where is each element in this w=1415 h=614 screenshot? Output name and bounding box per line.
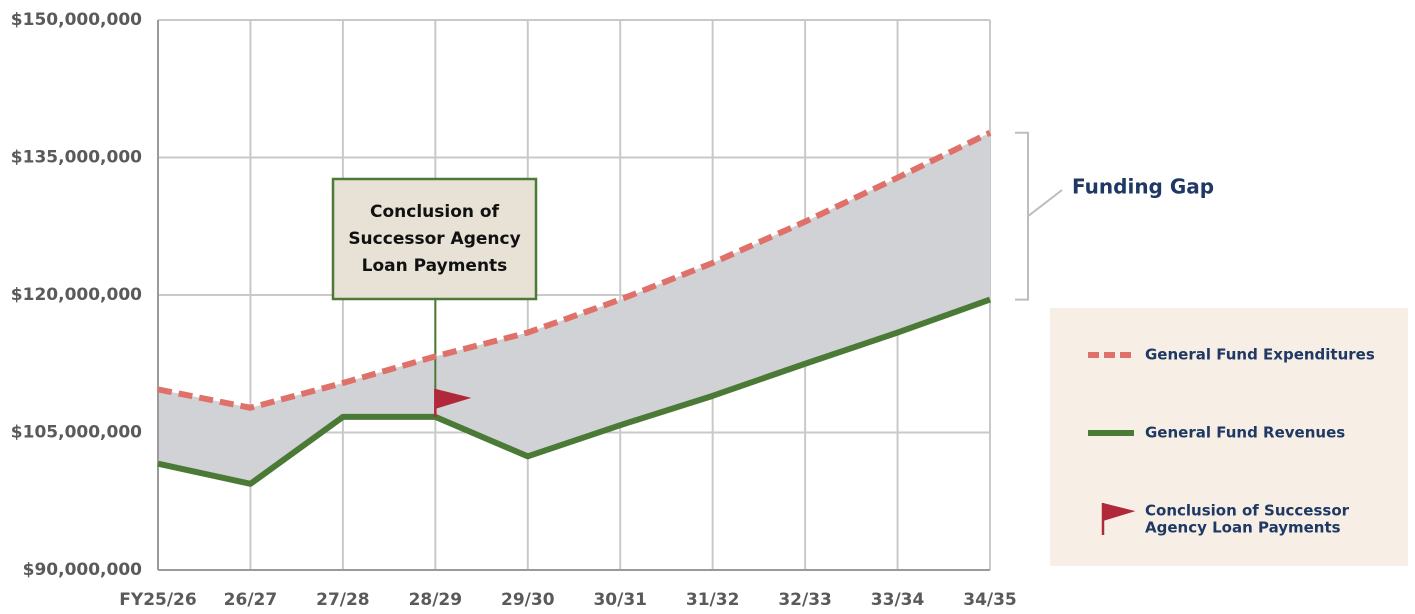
annotation-box	[331, 177, 538, 301]
legend-label: General Fund Revenues	[1145, 424, 1345, 442]
legend-label: Agency Loan Payments	[1145, 519, 1341, 537]
annotation-text: Conclusion of	[370, 202, 500, 222]
legend-box	[1050, 308, 1408, 566]
x-tick-label: 29/30	[501, 590, 555, 610]
y-tick-label: $90,000,000	[23, 560, 143, 580]
x-tick-label: 26/27	[224, 590, 278, 610]
legend-label: General Fund Expenditures	[1145, 346, 1375, 364]
y-tick-label: $120,000,000	[11, 285, 142, 305]
gap-leader	[1027, 189, 1063, 217]
x-tick-label: 27/28	[316, 590, 370, 610]
y-tick-label: $150,000,000	[11, 10, 142, 30]
gap-label: Funding Gap	[1072, 175, 1214, 199]
x-tick-label: 31/32	[686, 590, 740, 610]
annotation-text: Successor Agency	[348, 229, 520, 249]
x-tick-label: 30/31	[593, 590, 647, 610]
y-tick-label: $105,000,000	[11, 423, 142, 443]
x-tick-label: 33/34	[871, 590, 925, 610]
flag	[1103, 503, 1136, 521]
gap-bracket	[1015, 131, 1029, 301]
x-tick-label: 34/35	[963, 590, 1017, 610]
annotation-text: Loan Payments	[362, 256, 508, 276]
x-tick-label: 32/33	[778, 590, 832, 610]
x-tick-label: FY25/26	[119, 590, 196, 610]
series-line	[157, 296, 992, 487]
gap-area	[158, 132, 990, 484]
legend-label: Conclusion of Successor	[1145, 502, 1350, 520]
flag	[435, 388, 472, 409]
x-tick-label: 28/29	[409, 590, 463, 610]
y-tick-label: $135,000,000	[11, 148, 142, 168]
series-line	[157, 130, 992, 411]
